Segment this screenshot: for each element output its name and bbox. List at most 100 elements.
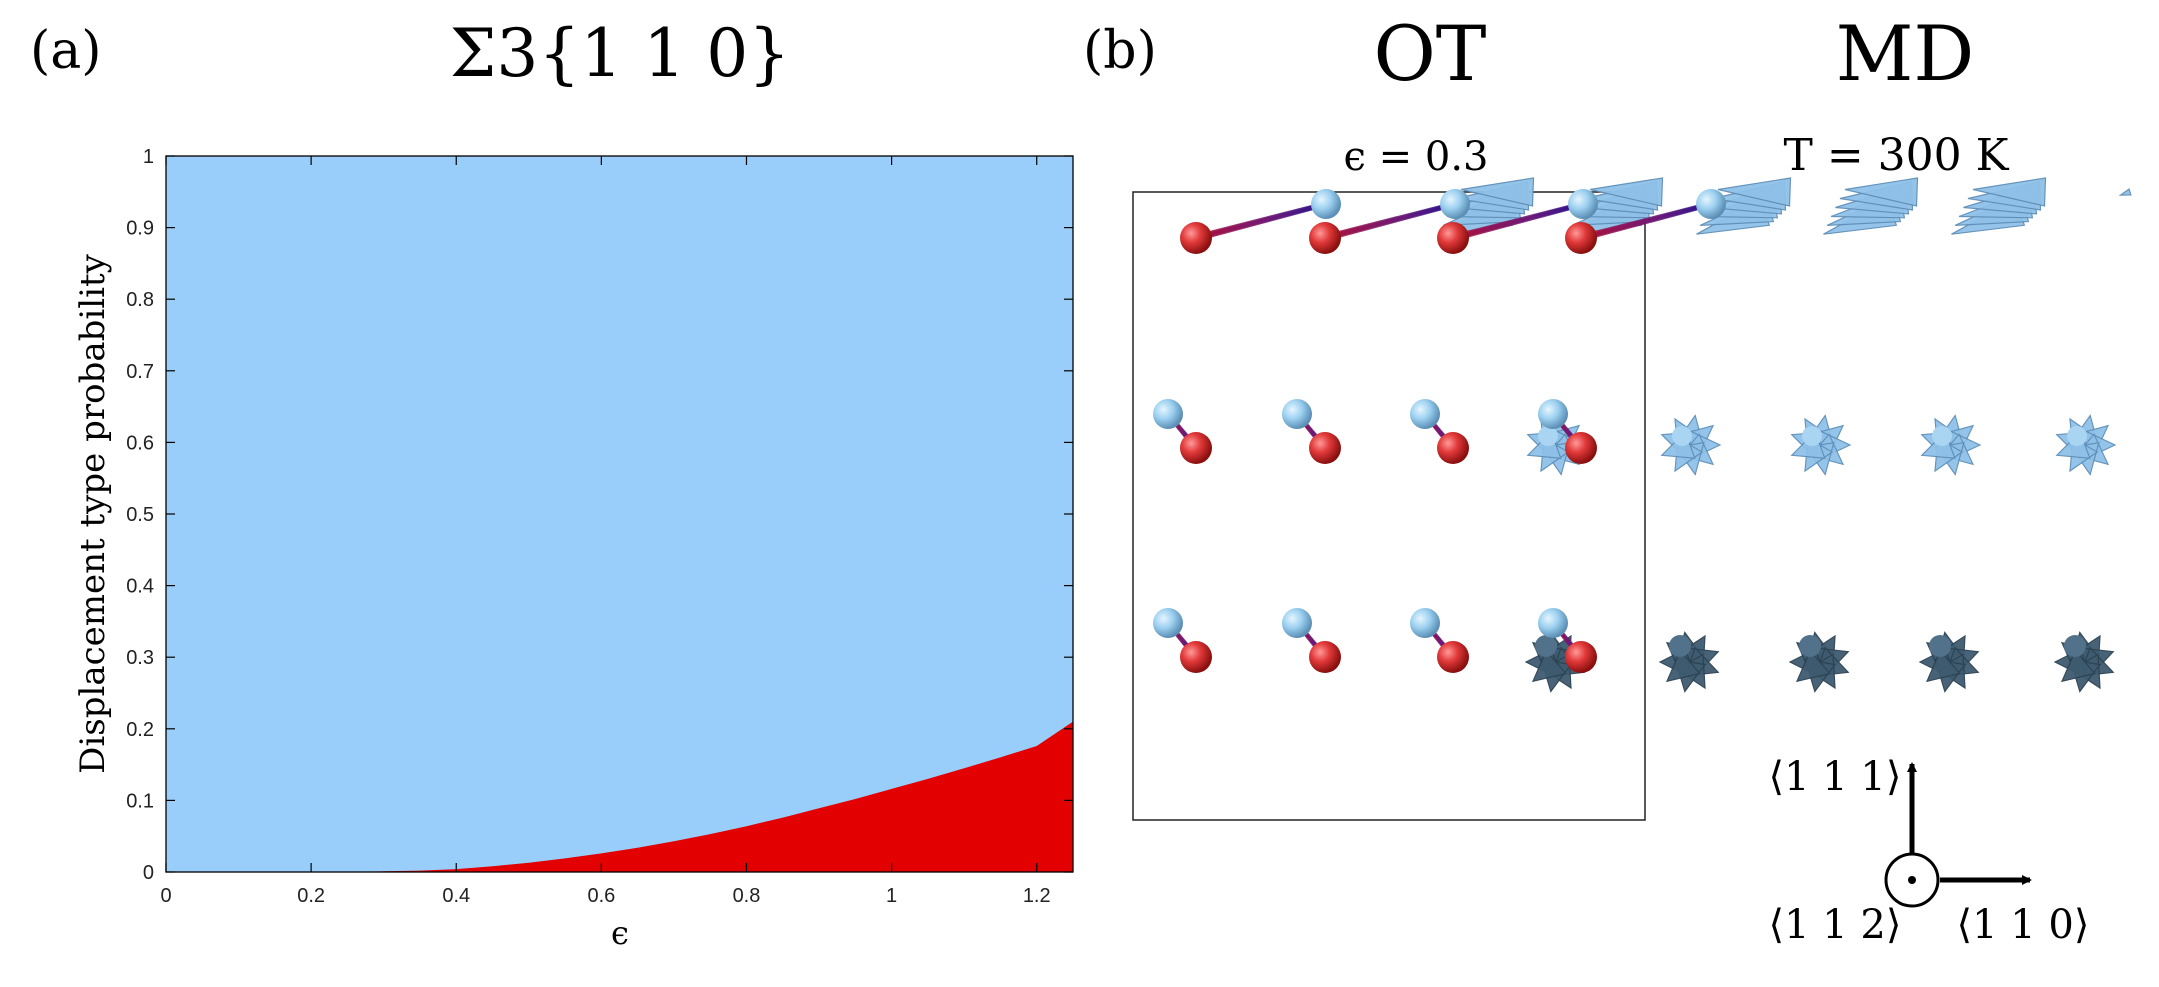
md-arrow-cluster <box>1951 177 2047 235</box>
origin-atom <box>1282 608 1312 638</box>
x-tick-label: 1.2 <box>1023 885 1051 907</box>
trajectory-line <box>1323 203 1457 242</box>
md-arrow-row-bottom <box>1524 631 2115 693</box>
probability-chart: 0 0.2 0.4 0.6 0.8 1 1.2 0 0.1 0.2 0.3 0.4 0.5 0.6 0.7… <box>73 146 1074 952</box>
region-upper <box>166 156 1073 872</box>
md-arrow-cluster <box>2053 631 2115 693</box>
column-title-md: MD <box>1836 9 1975 98</box>
destination-atom <box>1565 222 1597 254</box>
md-arrow-cone <box>1665 649 1701 683</box>
md-arrow-cluster <box>1660 414 1722 476</box>
x-axis-ticks: 0 0.2 0.4 0.6 0.8 1 1.2 <box>160 156 1051 907</box>
origin-atom <box>1311 189 1341 219</box>
origin-atom <box>1282 399 1312 429</box>
ot-atom-pair <box>1180 189 1341 254</box>
md-arrow-cone <box>1925 649 1961 683</box>
ot-atom-pair <box>1282 608 1341 673</box>
ot-atom-pair <box>1410 608 1469 673</box>
md-arrow-cluster <box>1788 631 1850 693</box>
md-arrow-core <box>1669 635 1691 657</box>
column-title-ot: OT <box>1374 9 1487 98</box>
y-axis-label: Displacement type probability <box>73 253 113 774</box>
y-axis-ticks: 0 0.1 0.2 0.3 0.4 0.5 0.6 0.7 0.8 0.9 1 <box>126 146 1073 884</box>
origin-atom <box>1410 399 1440 429</box>
x-axis-label: ϵ <box>611 914 629 952</box>
y-tick-label: 1 <box>143 146 154 168</box>
md-arrow-cluster <box>1790 414 1852 476</box>
y-tick-label: 0.4 <box>126 576 154 598</box>
panel-b-label: (b) <box>1083 21 1157 81</box>
destination-atom <box>1437 432 1469 464</box>
destination-atom <box>1180 641 1212 673</box>
region-lower <box>166 721 1073 872</box>
ot-atom-pair <box>1410 399 1469 464</box>
y-tick-label: 0.3 <box>126 647 154 669</box>
destination-atom <box>1309 432 1341 464</box>
ot-atom-pair <box>1538 399 1597 464</box>
md-arrow-core <box>1802 426 1822 446</box>
md-arrow-core <box>1535 635 1557 657</box>
destination-atom <box>1180 432 1212 464</box>
ot-atom-pair <box>1565 189 1726 254</box>
y-tick-label: 0.2 <box>126 719 154 741</box>
md-arrow-cluster <box>1823 177 1919 235</box>
origin-atom <box>1153 608 1183 638</box>
origin-atom <box>1538 608 1568 638</box>
destination-atom <box>1565 641 1597 673</box>
destination-atom <box>1565 432 1597 464</box>
md-arrow-cluster <box>1920 414 1982 476</box>
panel-a-label: (a) <box>30 21 102 81</box>
x-tick-label: 0 <box>160 885 171 907</box>
trajectory-line <box>1451 203 1585 242</box>
md-arrow-cone <box>1531 649 1567 683</box>
destination-atom <box>1180 222 1212 254</box>
ot-box <box>1132 191 1646 821</box>
ot-atom-pair <box>1309 189 1470 254</box>
md-arrow-cone <box>1717 177 1792 207</box>
y-tick-label: 0.6 <box>126 432 154 454</box>
y-tick-label: 0.1 <box>126 790 154 812</box>
origin-atom <box>1538 399 1568 429</box>
md-arrow-cone <box>1795 649 1831 683</box>
ot-atom-pair <box>1153 399 1212 464</box>
x-tick-label: 1 <box>886 885 897 907</box>
md-arrow-cone <box>2060 649 2096 683</box>
md-arrow-cluster <box>2118 188 2132 196</box>
ot-atom-pair <box>1538 608 1597 673</box>
md-arrow-cone <box>2118 188 2132 196</box>
axis-out-of-plane-dot <box>1908 876 1916 884</box>
axis-label-out: ⟨1 1 2⟩ <box>1769 902 1902 948</box>
y-tick-label: 0.7 <box>126 361 154 383</box>
md-arrow-core <box>1932 426 1952 446</box>
trajectory-line <box>1194 203 1328 242</box>
origin-atom <box>1568 189 1598 219</box>
subtitle-ot: ϵ = 0.3 <box>1344 134 1489 180</box>
panel-a-title: Σ3{1 1 0} <box>450 15 791 92</box>
axis-label-up: ⟨1 1 1⟩ <box>1769 754 1902 800</box>
md-arrow-core <box>1538 426 1558 446</box>
y-tick-label: 0 <box>143 862 154 884</box>
ot-atom-pair <box>1437 189 1598 254</box>
origin-atom <box>1696 189 1726 219</box>
destination-atom <box>1437 641 1469 673</box>
subtitle-md: T = 300 K <box>1783 130 2009 181</box>
md-arrow-core <box>1672 426 1692 446</box>
origin-atom <box>1153 399 1183 429</box>
chart-regions <box>166 156 1073 872</box>
md-arrow-cone <box>1589 177 1664 207</box>
destination-atom <box>1309 222 1341 254</box>
y-tick-label: 0.9 <box>126 218 154 240</box>
destination-atom <box>1309 641 1341 673</box>
md-arrow-cluster <box>1658 631 1720 693</box>
md-arrow-cluster <box>2055 414 2117 476</box>
y-tick-label: 0.5 <box>126 504 154 526</box>
x-tick-label: 0.6 <box>587 885 615 907</box>
x-tick-label: 0.2 <box>297 885 325 907</box>
x-tick-label: 0.8 <box>733 885 761 907</box>
destination-atom <box>1437 222 1469 254</box>
md-arrow-core <box>2064 635 2086 657</box>
trajectory-line <box>1579 203 1713 242</box>
md-arrow-core <box>1929 635 1951 657</box>
md-arrow-row-middle <box>1526 414 2117 476</box>
